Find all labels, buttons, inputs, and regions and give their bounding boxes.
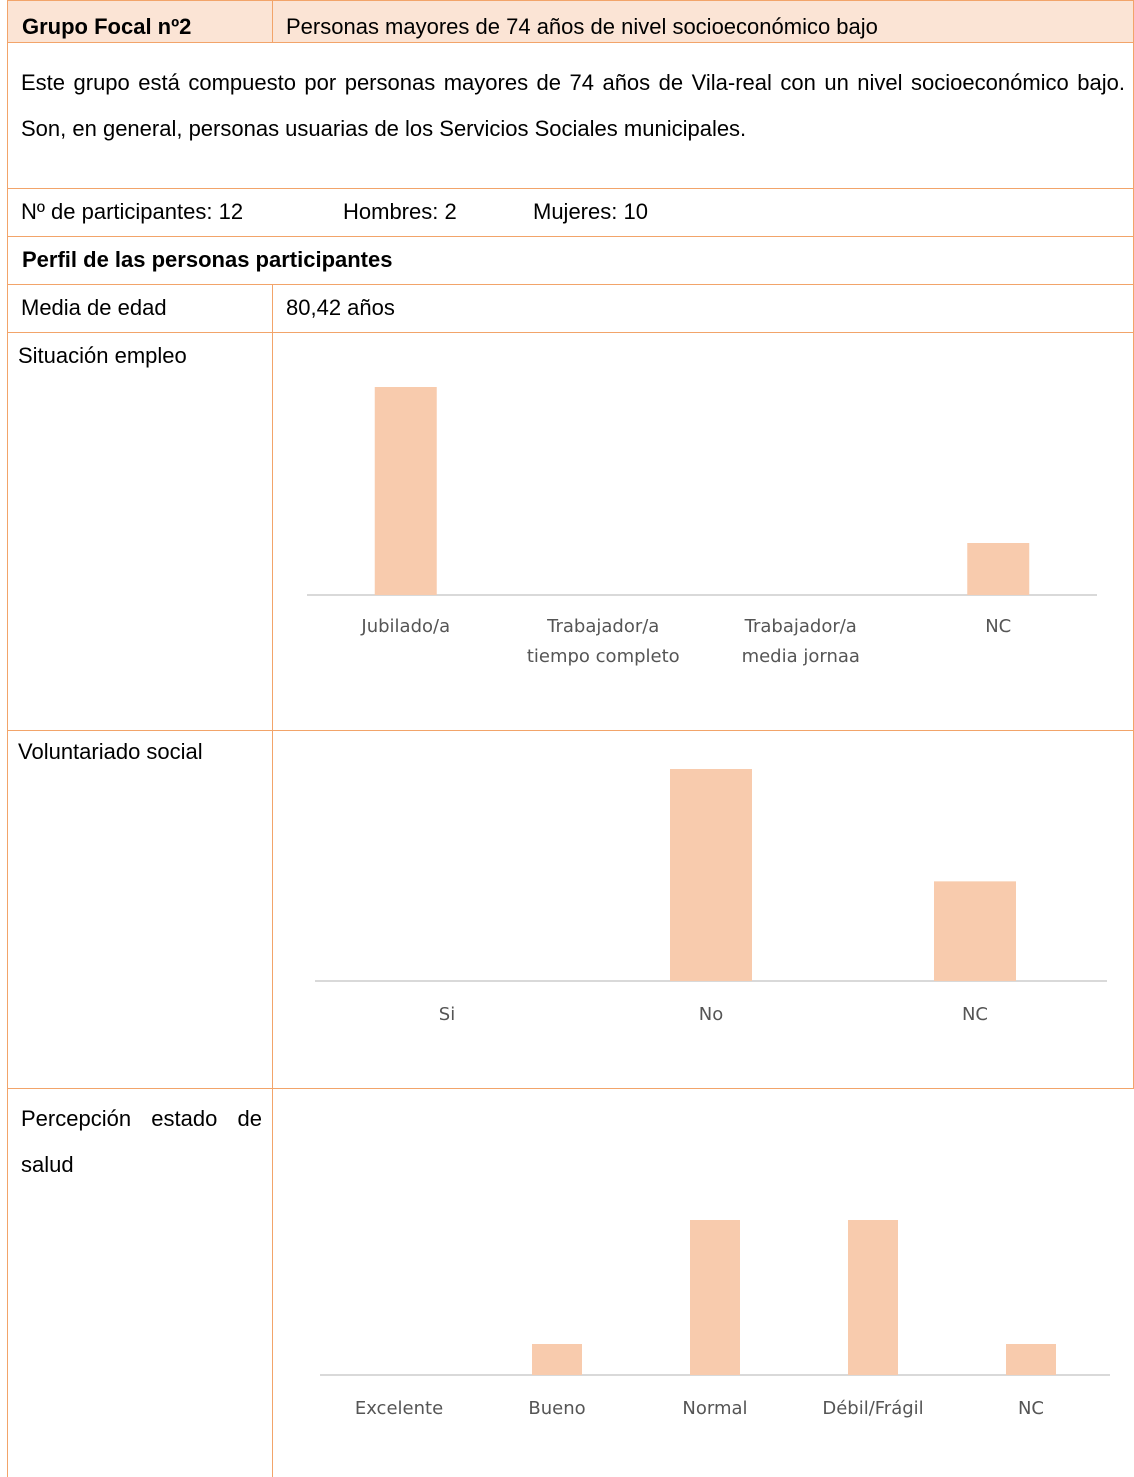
bar-1 <box>532 1344 582 1375</box>
volunteering-chart: Si No NC <box>315 769 1107 1025</box>
table-border <box>272 284 273 1477</box>
health-label: Percepción estado de salud <box>21 1106 262 1177</box>
title-row <box>7 0 1134 42</box>
bar-3 <box>848 1220 898 1375</box>
x-tick-label: Bueno <box>528 1398 585 1419</box>
x-tick-label: NC <box>1018 1398 1044 1419</box>
bar-1 <box>670 769 752 981</box>
bar-2 <box>690 1220 740 1375</box>
group-title: Personas mayores de 74 años de nivel soc… <box>286 14 878 39</box>
health-chart: Excelente Bueno Normal Débil/Frágil NC <box>320 1220 1110 1419</box>
x-tick-label: Excelente <box>355 1398 443 1419</box>
table-border <box>7 730 1134 731</box>
table-border <box>7 1088 1134 1089</box>
x-tick-label: Trabajador/a media jornaa <box>742 616 860 667</box>
employment-chart: Jubilado/a Trabajador/a tiempo completo Tra… <box>307 387 1097 667</box>
table-border <box>7 188 1134 189</box>
table-border <box>7 0 8 1477</box>
age-label: Media de edad <box>21 295 167 320</box>
bar-2 <box>934 881 1016 981</box>
x-tick-label: Trabajador/a tiempo completo <box>527 616 680 667</box>
table-border <box>7 332 1134 333</box>
table-border <box>7 236 1134 237</box>
age-value: 80,42 años <box>286 295 395 320</box>
x-tick-label: Normal <box>682 1398 747 1419</box>
employment-label: Situación empleo <box>18 343 187 368</box>
table-border <box>7 42 1134 43</box>
participants-men: Hombres: 2 <box>343 199 457 224</box>
bar-3 <box>967 543 1030 595</box>
x-tick-label: No <box>699 1004 723 1025</box>
focus-group-table: Grupo Focal nº2 Personas mayores de 74 a… <box>7 0 1134 1477</box>
x-tick-label: Jubilado/a <box>360 616 450 637</box>
participants-total: Nº de participantes: 12 <box>21 199 244 224</box>
group-label: Grupo Focal nº2 <box>22 14 192 39</box>
x-tick-label: Si <box>439 1004 455 1025</box>
table-border <box>7 0 1134 1</box>
bar-4 <box>1006 1344 1056 1375</box>
x-tick-label: NC <box>962 1004 988 1025</box>
group-description: Este grupo está compuesto por personas m… <box>21 70 1125 141</box>
table-border <box>272 0 273 42</box>
table-border <box>7 284 1134 285</box>
participants-women: Mujeres: 10 <box>533 199 648 224</box>
volunteering-label: Voluntariado social <box>18 739 203 764</box>
profile-heading: Perfil de las personas participantes <box>22 247 393 272</box>
x-tick-label: NC <box>985 616 1011 637</box>
bar-0 <box>374 387 437 595</box>
x-tick-label: Débil/Frágil <box>822 1398 923 1419</box>
